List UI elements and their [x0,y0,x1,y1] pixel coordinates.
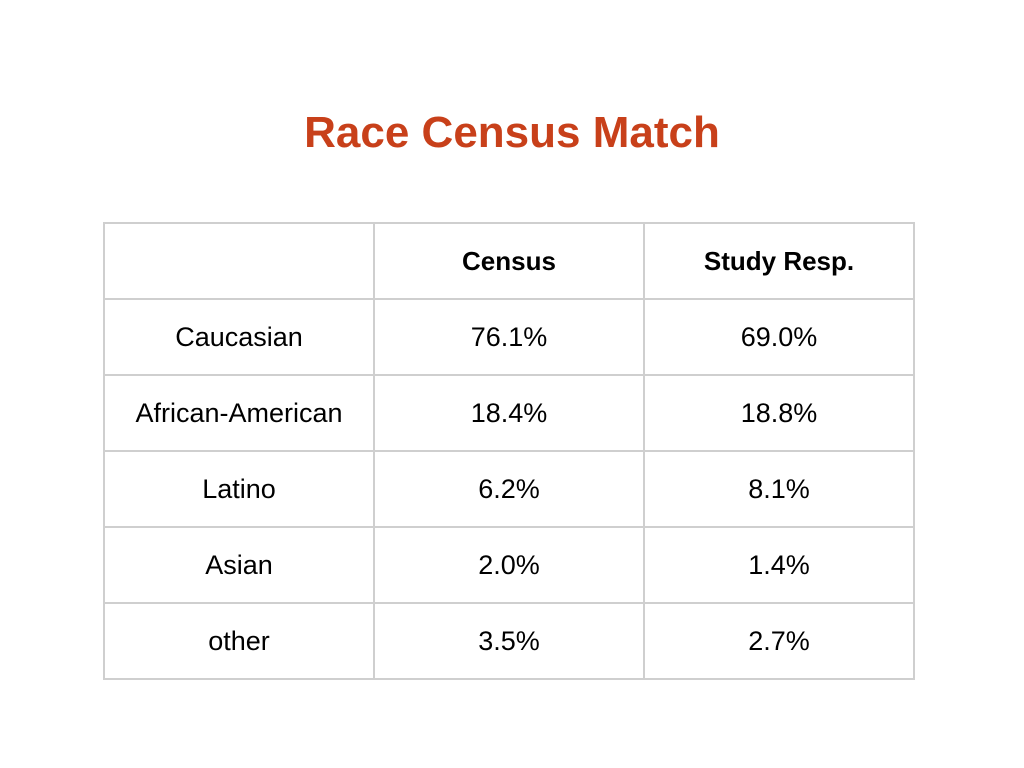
table-row: other 3.5% 2.7% [103,602,915,680]
table-row: Latino 6.2% 8.1% [103,450,915,528]
study-value: 1.4% [643,526,915,604]
table-row: African-American 18.4% 18.8% [103,374,915,452]
census-value: 2.0% [373,526,645,604]
row-label: other [103,602,375,680]
table-row: Caucasian 76.1% 69.0% [103,298,915,376]
census-table: Census Study Resp. Caucasian 76.1% 69.0%… [103,222,915,680]
census-value: 76.1% [373,298,645,376]
census-value: 18.4% [373,374,645,452]
census-value: 6.2% [373,450,645,528]
study-value: 8.1% [643,450,915,528]
study-value: 2.7% [643,602,915,680]
table-row: Asian 2.0% 1.4% [103,526,915,604]
header-cell-study: Study Resp. [643,222,915,300]
header-cell-census: Census [373,222,645,300]
census-value: 3.5% [373,602,645,680]
table-header-row: Census Study Resp. [103,222,915,300]
row-label: Latino [103,450,375,528]
slide-title: Race Census Match [304,108,720,157]
header-cell-empty [103,222,375,300]
row-label: Caucasian [103,298,375,376]
row-label: Asian [103,526,375,604]
study-value: 18.8% [643,374,915,452]
row-label: African-American [103,374,375,452]
study-value: 69.0% [643,298,915,376]
